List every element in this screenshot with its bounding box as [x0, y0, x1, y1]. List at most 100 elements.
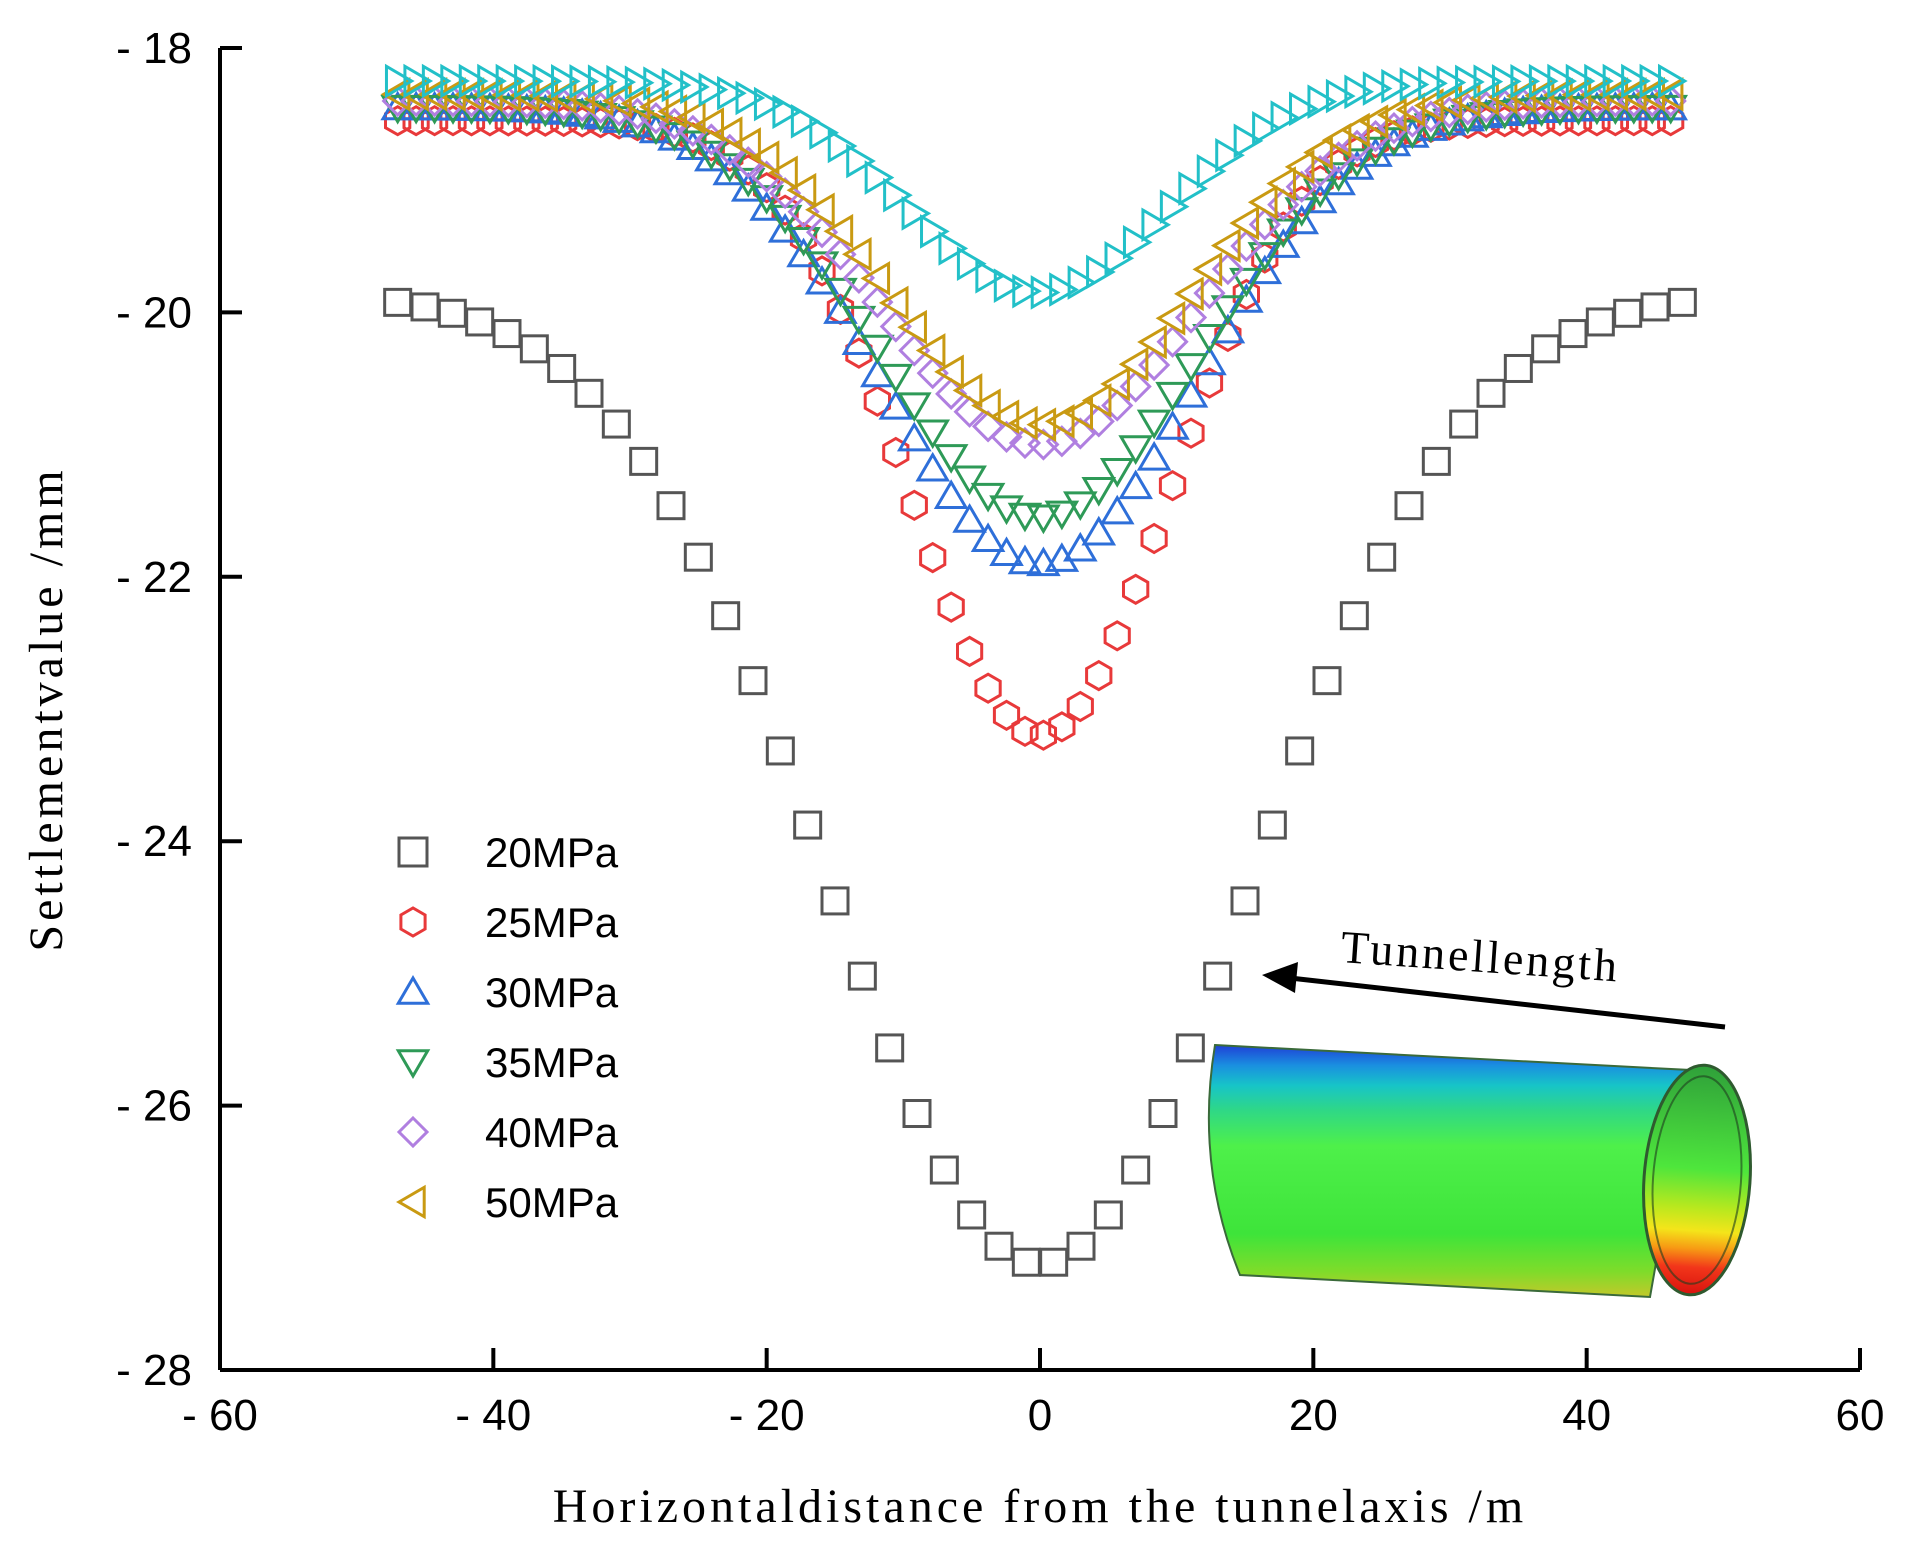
square-marker [820, 886, 850, 916]
triangle-left-marker [1284, 149, 1315, 185]
triangle-down-marker [1007, 502, 1043, 533]
triangle-right-marker [1215, 137, 1245, 173]
triangle-right-marker [477, 63, 507, 99]
square-marker [1011, 1247, 1041, 1277]
hexagon-marker [1085, 659, 1113, 692]
legend-label: 35MPa [485, 1039, 619, 1086]
square-marker [793, 810, 823, 840]
legend-label: 20MPa [485, 829, 619, 876]
square-marker [929, 1155, 959, 1185]
triangle-left-marker [860, 261, 891, 296]
triangle-right-marker [1362, 71, 1393, 106]
triangle-right-marker [1233, 123, 1264, 159]
y-tick-label: - 20 [116, 288, 192, 337]
triangle-right-marker [1049, 272, 1079, 307]
hexagon-marker [919, 541, 947, 574]
diamond-marker [396, 1115, 430, 1149]
triangle-right-marker [1584, 63, 1614, 99]
triangle-right-marker [624, 65, 655, 101]
legend-label: 25MPa [485, 899, 619, 946]
triangle-right-marker [440, 63, 470, 99]
triangle-left-marker [528, 78, 558, 114]
tunnel-end-face [1642, 1063, 1752, 1297]
diamond-marker [842, 261, 876, 294]
diamond-marker [1137, 348, 1171, 382]
y-tick-label: - 18 [116, 24, 192, 73]
triangle-right-marker [606, 64, 637, 100]
tunnel-body [1207, 1043, 1692, 1299]
triangle-down-marker [896, 392, 932, 423]
triangle-left-marker [786, 172, 817, 208]
hexagon-marker [399, 906, 427, 938]
y-tick-label: - 28 [116, 1346, 192, 1395]
square-marker [683, 542, 713, 572]
tunnel-length-label: Tunnellength [1339, 921, 1622, 991]
square-marker [875, 1033, 905, 1063]
triangle-up-marker [970, 522, 1006, 553]
diamond-marker [1082, 405, 1115, 438]
triangle-right-marker [1289, 91, 1319, 127]
legend-label: 50MPa [485, 1179, 619, 1226]
x-tick-label: 0 [1028, 1391, 1052, 1440]
triangle-left-marker [675, 99, 706, 135]
triangle-left-marker [1007, 405, 1038, 441]
triangle-right-marker [1621, 63, 1651, 99]
tick-labels: - 60 - 40 - 20 0 20 40 60 - 18 - 20 - 22 - 24 - 26 -… [116, 24, 1884, 1440]
triangle-right-marker [1455, 64, 1485, 100]
square-marker [656, 491, 686, 521]
triangle-down-marker [730, 167, 766, 198]
square-marker [1257, 810, 1287, 840]
triangle-right-marker [698, 72, 729, 107]
triangle-left-marker [657, 94, 688, 129]
triangle-down-marker [1155, 381, 1190, 412]
hexagon-marker [1214, 320, 1242, 353]
diamond-marker [1064, 417, 1097, 450]
series-35mpa [380, 94, 1689, 535]
x-tick-label: 20 [1289, 1391, 1338, 1440]
series-cyan-unlabeled [384, 63, 1688, 310]
series-40mpa [381, 84, 1687, 461]
legend-item: 50MPa [396, 1179, 619, 1226]
triangle-right-marker [1141, 207, 1172, 243]
triangle-left-marker [1118, 346, 1149, 382]
tunnel-end-inner [1651, 1075, 1743, 1285]
square-marker [1449, 409, 1479, 439]
tunnel-model-inset [1207, 1043, 1752, 1299]
triangle-left-marker [971, 388, 1001, 423]
diamond-marker [898, 334, 931, 367]
square-marker [1066, 1231, 1096, 1261]
series-30mpa [380, 90, 1689, 577]
triangle-right-marker [753, 86, 784, 122]
triangle-right-marker [1473, 64, 1504, 99]
square-marker [1613, 298, 1643, 328]
triangle-right-marker [1399, 67, 1430, 102]
triangle-down-marker [1395, 119, 1430, 150]
triangle-down-marker [1026, 504, 1061, 535]
triangle-left-marker [694, 107, 725, 142]
square-marker [1667, 287, 1697, 317]
triangle-left-marker [1247, 184, 1278, 220]
triangle-right-marker [1196, 153, 1227, 189]
triangle-right-marker [495, 63, 526, 99]
triangle-left-marker [731, 127, 761, 162]
square-marker [711, 601, 741, 631]
triangle-left-marker [823, 213, 854, 249]
triangle-left-marker [897, 309, 927, 345]
y-tick-label: - 22 [116, 553, 192, 602]
square-marker [437, 298, 467, 328]
tunnel-length-annotation: Tunnellength [1262, 921, 1726, 1030]
triangle-down-marker [1450, 104, 1486, 135]
triangle-left-marker [989, 399, 1020, 434]
hexagon-marker [1029, 719, 1057, 751]
diamond-marker [1377, 111, 1411, 145]
triangle-down-marker [1339, 148, 1375, 179]
square-marker [1476, 378, 1506, 408]
triangle-down-marker [952, 465, 987, 496]
triangle-up-marker [1081, 515, 1117, 546]
triangle-left-marker [1229, 205, 1260, 241]
triangle-right-marker [1307, 84, 1338, 119]
diamond-marker [1101, 389, 1134, 422]
triangle-right-marker [1418, 66, 1448, 101]
square-marker [1121, 1155, 1151, 1185]
triangle-left-marker [1155, 300, 1186, 336]
